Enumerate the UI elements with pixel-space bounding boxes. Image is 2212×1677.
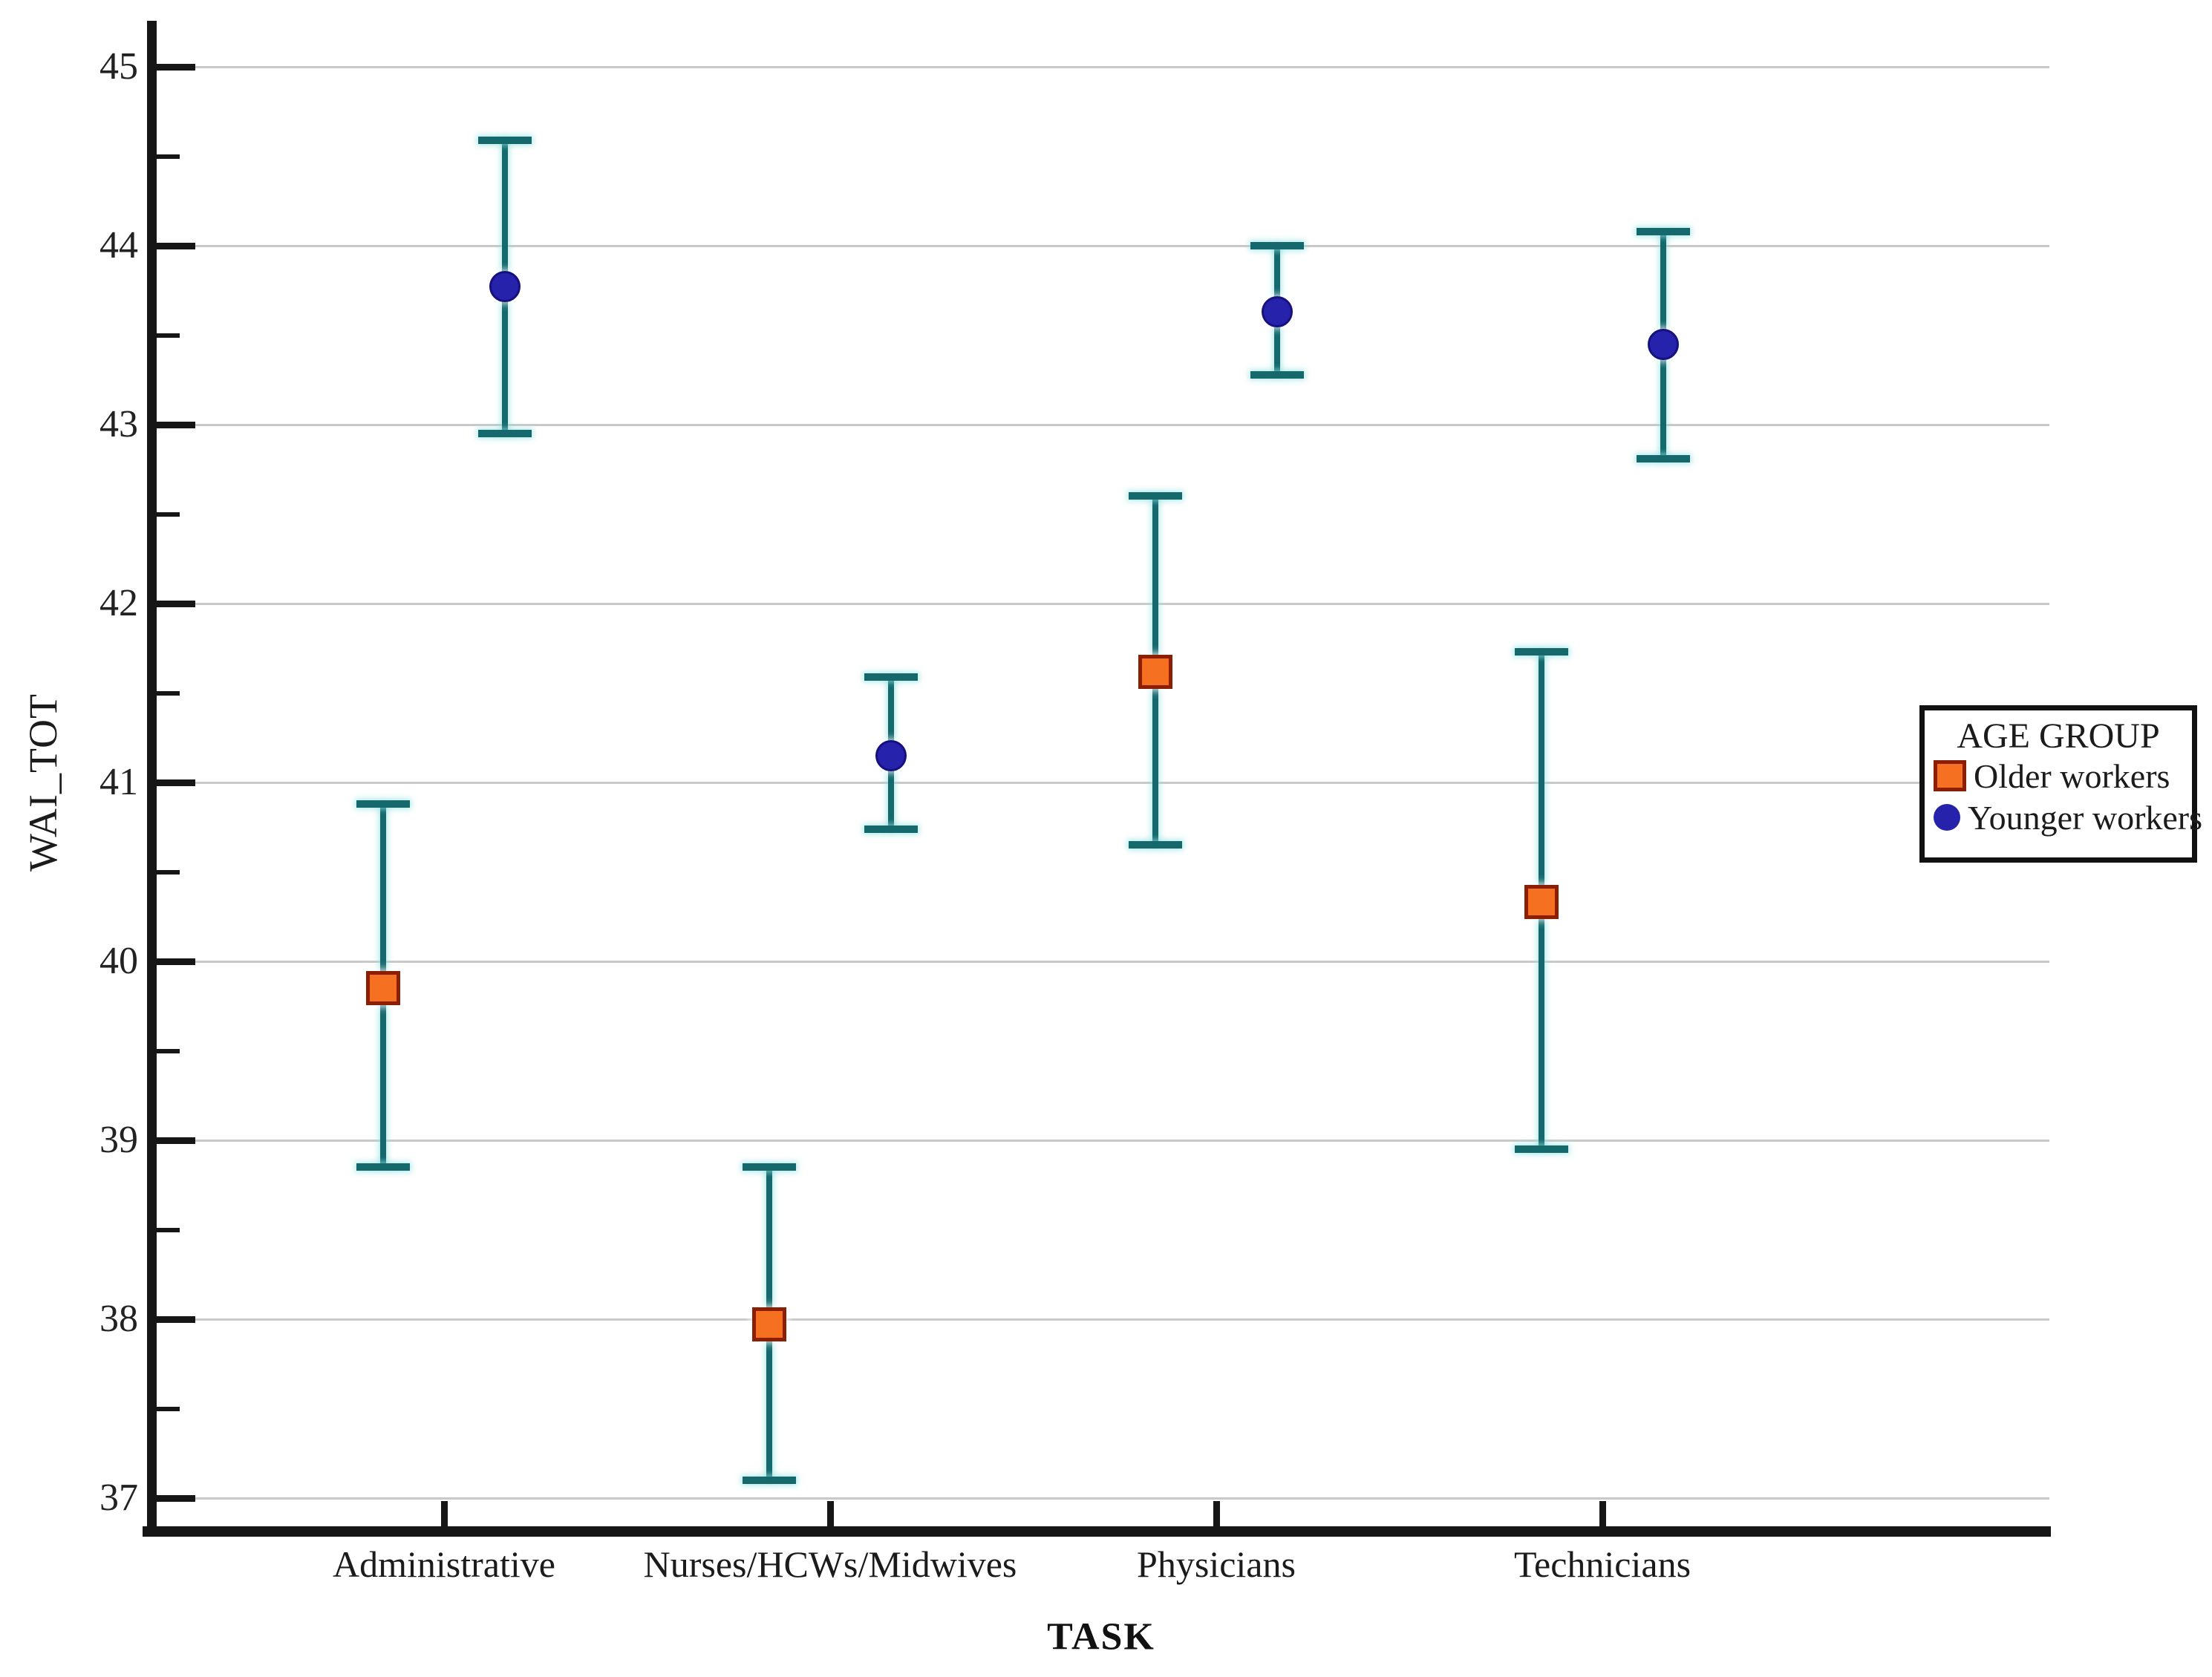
- y-tick-label: 40: [99, 940, 138, 982]
- gridline: [157, 1139, 2049, 1142]
- error-bar-cap-top: [1250, 242, 1304, 249]
- error-bar-cap-bottom: [478, 430, 532, 438]
- gridline: [157, 602, 2049, 605]
- error-bar-cap-top: [1129, 492, 1182, 500]
- x-category-label: Administrative: [333, 1543, 555, 1585]
- error-bar-cap-top: [1637, 227, 1690, 235]
- y-tick-label: 42: [99, 582, 138, 624]
- y-tick-label: 39: [99, 1119, 138, 1161]
- error-bar-cap-bottom: [743, 1476, 796, 1484]
- gridline: [157, 65, 2049, 68]
- y-minor-tick: [157, 869, 180, 875]
- y-minor-tick: [157, 1048, 180, 1053]
- error-bar-cap-top: [864, 673, 918, 681]
- y-axis-line: [147, 21, 157, 1537]
- gridline: [157, 244, 2049, 247]
- gridline: [157, 1318, 2049, 1321]
- gridline: [157, 1497, 2049, 1500]
- gridline: [157, 781, 2049, 784]
- y-tick-label: 44: [99, 224, 138, 267]
- error-bar-cap-top: [1515, 648, 1568, 656]
- y-major-tick: [157, 779, 195, 786]
- y-major-tick: [157, 1137, 195, 1144]
- error-bar-cap-top: [356, 800, 410, 808]
- error-bar-cap-bottom: [1250, 370, 1304, 379]
- legend-item-older-workers: Older workers: [1925, 755, 2192, 797]
- circle-icon: [1934, 804, 1960, 831]
- y-major-tick: [157, 601, 195, 607]
- y-tick-label: 37: [99, 1477, 138, 1519]
- y-tick-label: 38: [99, 1298, 138, 1340]
- error-bar-cap-top: [743, 1163, 796, 1171]
- older-workers-marker: [366, 971, 400, 1006]
- square-icon: [1934, 760, 1966, 791]
- gridline: [157, 960, 2049, 963]
- error-bar-cap-bottom: [1129, 841, 1182, 849]
- younger-workers-marker: [489, 271, 521, 303]
- error-bar-cap-top: [478, 136, 532, 144]
- x-category-label: Nurses/HCWs/Midwives: [643, 1543, 1017, 1585]
- y-minor-tick: [157, 1406, 180, 1411]
- y-major-tick: [157, 1316, 195, 1323]
- error-bar-cap-bottom: [356, 1163, 410, 1171]
- y-tick-label: 41: [99, 761, 138, 803]
- x-category-label: Technicians: [1513, 1543, 1691, 1585]
- y-minor-tick: [157, 1227, 180, 1232]
- legend-item-label: Younger workers: [1968, 798, 2203, 837]
- error-bar-cap-bottom: [1637, 454, 1690, 462]
- younger-workers-marker: [1262, 296, 1293, 328]
- y-tick-label: 45: [99, 45, 138, 88]
- x-tick: [1213, 1501, 1220, 1531]
- older-workers-marker: [1138, 654, 1172, 689]
- older-workers-marker: [752, 1307, 786, 1342]
- y-major-tick: [157, 243, 195, 249]
- legend: AGE GROUP Older workers Younger workers: [1919, 705, 2202, 863]
- y-minor-tick: [157, 333, 180, 338]
- x-tick: [441, 1501, 448, 1531]
- y-minor-tick: [157, 154, 180, 159]
- x-tick: [827, 1501, 834, 1531]
- legend-item-younger-workers: Younger workers: [1925, 797, 2202, 838]
- legend-item-label: Older workers: [1974, 756, 2170, 795]
- y-tick-label: 43: [99, 403, 138, 445]
- y-major-tick: [157, 422, 195, 428]
- y-axis-title: WAI_TOT: [21, 693, 65, 872]
- legend-title: AGE GROUP: [1957, 716, 2160, 756]
- y-minor-tick: [157, 511, 180, 517]
- younger-workers-marker: [875, 739, 907, 771]
- y-major-tick: [157, 64, 195, 71]
- x-axis-title: TASK: [1047, 1615, 1155, 1658]
- x-tick: [1599, 1501, 1606, 1531]
- x-category-label: Physicians: [1137, 1543, 1296, 1585]
- y-major-tick: [157, 958, 195, 965]
- error-bar-cap-bottom: [1515, 1145, 1568, 1154]
- x-axis-line: [143, 1526, 2051, 1537]
- y-major-tick: [157, 1495, 195, 1502]
- older-workers-marker: [1524, 885, 1559, 920]
- y-minor-tick: [157, 690, 180, 696]
- gridline: [157, 423, 2049, 426]
- younger-workers-marker: [1648, 328, 1679, 360]
- error-bar-cap-bottom: [864, 825, 918, 833]
